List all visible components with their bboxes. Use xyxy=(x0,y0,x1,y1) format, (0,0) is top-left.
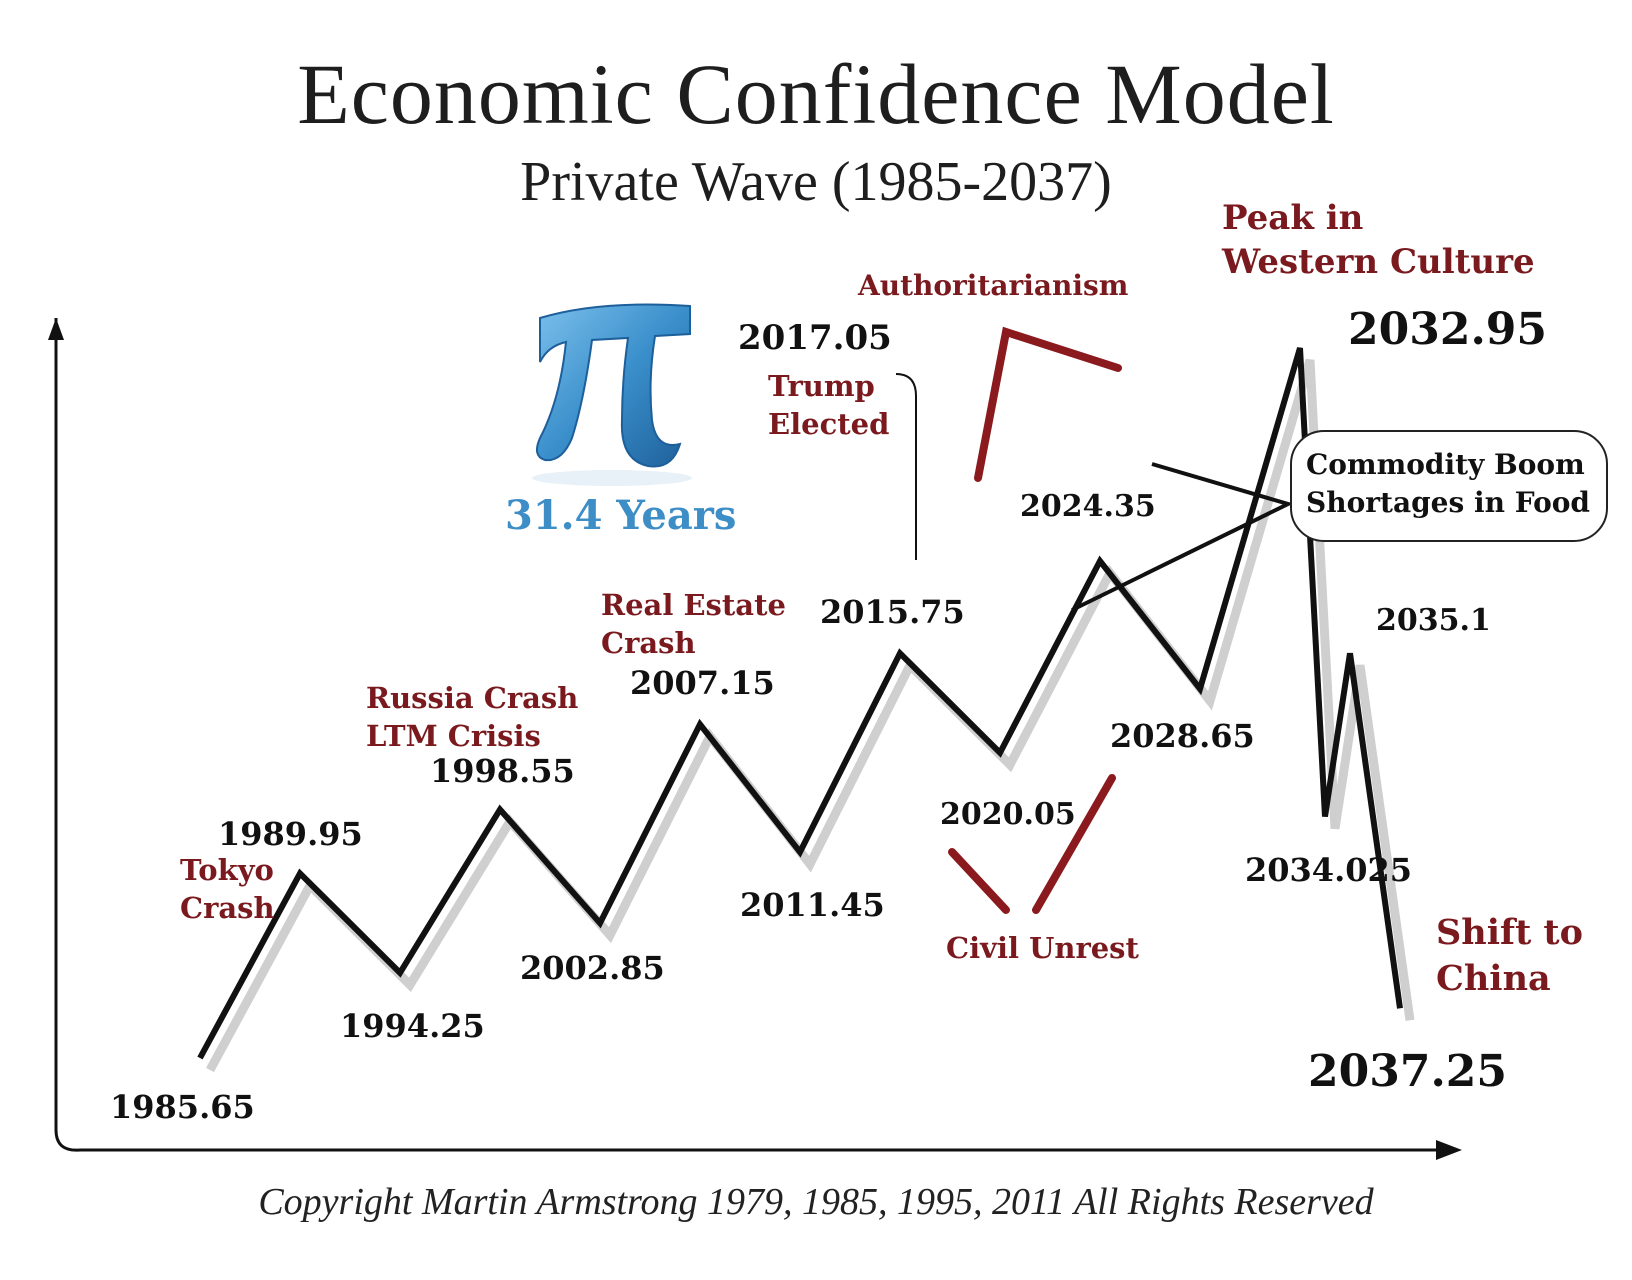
wave-line xyxy=(197,347,1403,1060)
point-label-1985-65: 1985.65 xyxy=(110,1088,255,1126)
point-label-1994-25: 1994.25 xyxy=(340,1006,485,1045)
wave-series xyxy=(197,347,1415,1073)
callout-commodity-boom: Commodity Boom Shortages in Food xyxy=(1290,430,1608,542)
chart-title: Economic Confidence Model xyxy=(297,46,1335,142)
event-line: Crash xyxy=(601,625,696,660)
event-line: Peak in xyxy=(1222,198,1364,238)
point-label-2007-15: 2007.15 xyxy=(630,664,775,703)
event-trump-elected: Trump Elected xyxy=(768,368,889,443)
point-label-2028-65: 2028.65 xyxy=(1110,716,1255,755)
event-line: Trump xyxy=(768,369,875,403)
event-line: Crash xyxy=(180,890,275,925)
event-real-estate-crash: Real Estate Crash xyxy=(601,587,786,662)
point-label-2037-25: 2037.25 xyxy=(1308,1046,1508,1098)
event-line: Real Estate xyxy=(601,588,786,622)
event-civil-unrest: Civil Unrest xyxy=(946,931,1139,965)
point-label-1998-55: 1998.55 xyxy=(430,751,575,790)
callout-pointer xyxy=(1071,462,1294,612)
point-label-2020-05: 2020.05 xyxy=(940,796,1076,832)
pi-icon xyxy=(532,303,692,486)
event-line: LTM Crisis xyxy=(366,718,541,753)
event-authoritarianism: Authoritarianism xyxy=(858,269,1129,302)
civil-unrest-marker-left xyxy=(948,848,1010,914)
x-axis-arrow-icon xyxy=(1436,1140,1462,1160)
bracket-2017-05 xyxy=(895,373,917,560)
callout-line: Commodity Boom xyxy=(1306,448,1585,481)
authoritarianism-marker xyxy=(974,326,1122,482)
event-shift-to-china: Shift to China xyxy=(1436,910,1583,1001)
event-markers xyxy=(895,326,1294,914)
event-line: Elected xyxy=(768,406,890,441)
point-label-2011-45: 2011.45 xyxy=(740,886,885,925)
x-axis-line xyxy=(54,1129,1440,1152)
event-line: Shift to xyxy=(1436,912,1583,953)
point-label-2035-1: 2035.1 xyxy=(1376,603,1491,639)
point-label-2034-025: 2034.025 xyxy=(1245,850,1412,889)
copyright-note: Copyright Martin Armstrong 1979, 1985, 1… xyxy=(258,1181,1374,1223)
civil-unrest-marker-right xyxy=(1032,774,1116,914)
event-peak-western-culture: Peak in Western Culture xyxy=(1222,196,1535,284)
point-label-2017-05: 2017.05 xyxy=(738,318,892,358)
point-label-1989-95: 1989.95 xyxy=(218,815,363,854)
callout-line: Shortages in Food xyxy=(1306,485,1591,519)
point-label-2002-85: 2002.85 xyxy=(520,949,665,988)
event-line: Russia Crash xyxy=(366,681,579,715)
event-line: Tokyo xyxy=(180,853,274,887)
point-label-2024-35: 2024.35 xyxy=(1020,489,1156,524)
pi-years-label: 31.4 Years xyxy=(505,492,737,539)
point-label-2032-95: 2032.95 xyxy=(1348,304,1548,355)
y-axis-arrow-icon xyxy=(48,318,64,340)
chart-subtitle: Private Wave (1985-2037) xyxy=(520,151,1112,213)
point-label-2015-75: 2015.75 xyxy=(820,593,965,632)
axes xyxy=(48,318,1462,1160)
event-line: China xyxy=(1436,957,1551,999)
event-line: Western Culture xyxy=(1222,242,1535,283)
event-tokyo-crash: Tokyo Crash xyxy=(180,852,275,927)
event-russia-crash: Russia Crash LTM Crisis xyxy=(366,680,578,755)
